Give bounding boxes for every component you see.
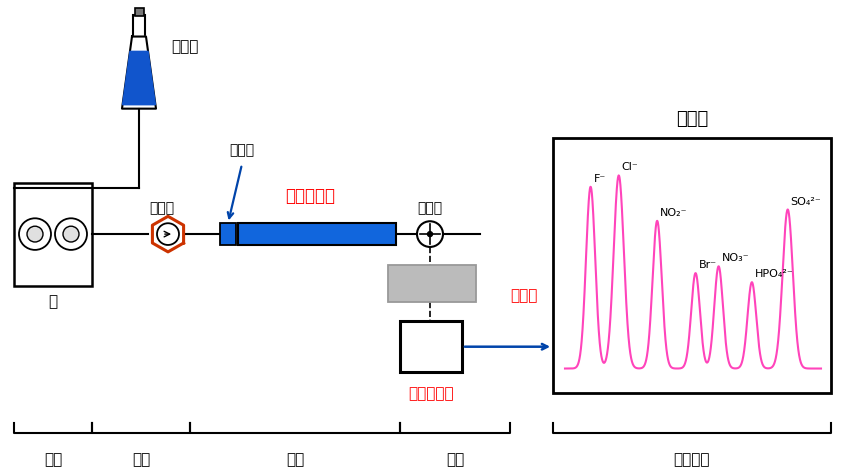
Text: SO₄²⁻: SO₄²⁻ [791, 196, 822, 206]
Polygon shape [152, 216, 184, 252]
Bar [400, 321, 462, 372]
Text: 色谱图: 色谱图 [676, 110, 708, 127]
Circle shape [157, 223, 179, 245]
Text: 检测: 检测 [446, 453, 464, 467]
Bar [220, 223, 236, 245]
Bar [388, 265, 476, 302]
Polygon shape [122, 37, 156, 109]
Text: 分离: 分离 [286, 453, 304, 467]
Text: NO₂⁻: NO₂⁻ [660, 208, 688, 218]
Text: 离子色谱柱: 离子色谱柱 [285, 188, 335, 205]
Text: 抑制器: 抑制器 [510, 288, 538, 303]
Circle shape [19, 218, 51, 250]
Circle shape [55, 218, 87, 250]
Text: Cl⁻: Cl⁻ [622, 163, 639, 172]
Circle shape [63, 226, 79, 242]
Text: 检测池: 检测池 [418, 202, 443, 215]
Bar [238, 223, 396, 245]
Bar [135, 8, 143, 16]
Text: 输液: 输液 [44, 453, 62, 467]
Text: F⁻: F⁻ [594, 174, 606, 184]
Text: HPO₄²⁻: HPO₄²⁻ [755, 269, 794, 279]
Bar [133, 15, 145, 37]
Text: 电导检测器: 电导检测器 [408, 387, 454, 401]
Bar [553, 138, 831, 393]
Text: 保护柱: 保护柱 [230, 143, 255, 157]
Text: 数据记录: 数据记录 [673, 453, 711, 467]
Text: 进样: 进样 [132, 453, 150, 467]
Text: Br⁻: Br⁻ [699, 260, 717, 270]
Text: 泵: 泵 [48, 294, 58, 309]
Polygon shape [123, 51, 156, 105]
Circle shape [428, 232, 433, 236]
Text: 流动相: 流动相 [171, 39, 199, 54]
Bar [14, 183, 92, 286]
Circle shape [417, 221, 443, 247]
Text: 进样器: 进样器 [149, 202, 174, 215]
Circle shape [27, 226, 43, 242]
Text: NO₃⁻: NO₃⁻ [722, 253, 750, 263]
